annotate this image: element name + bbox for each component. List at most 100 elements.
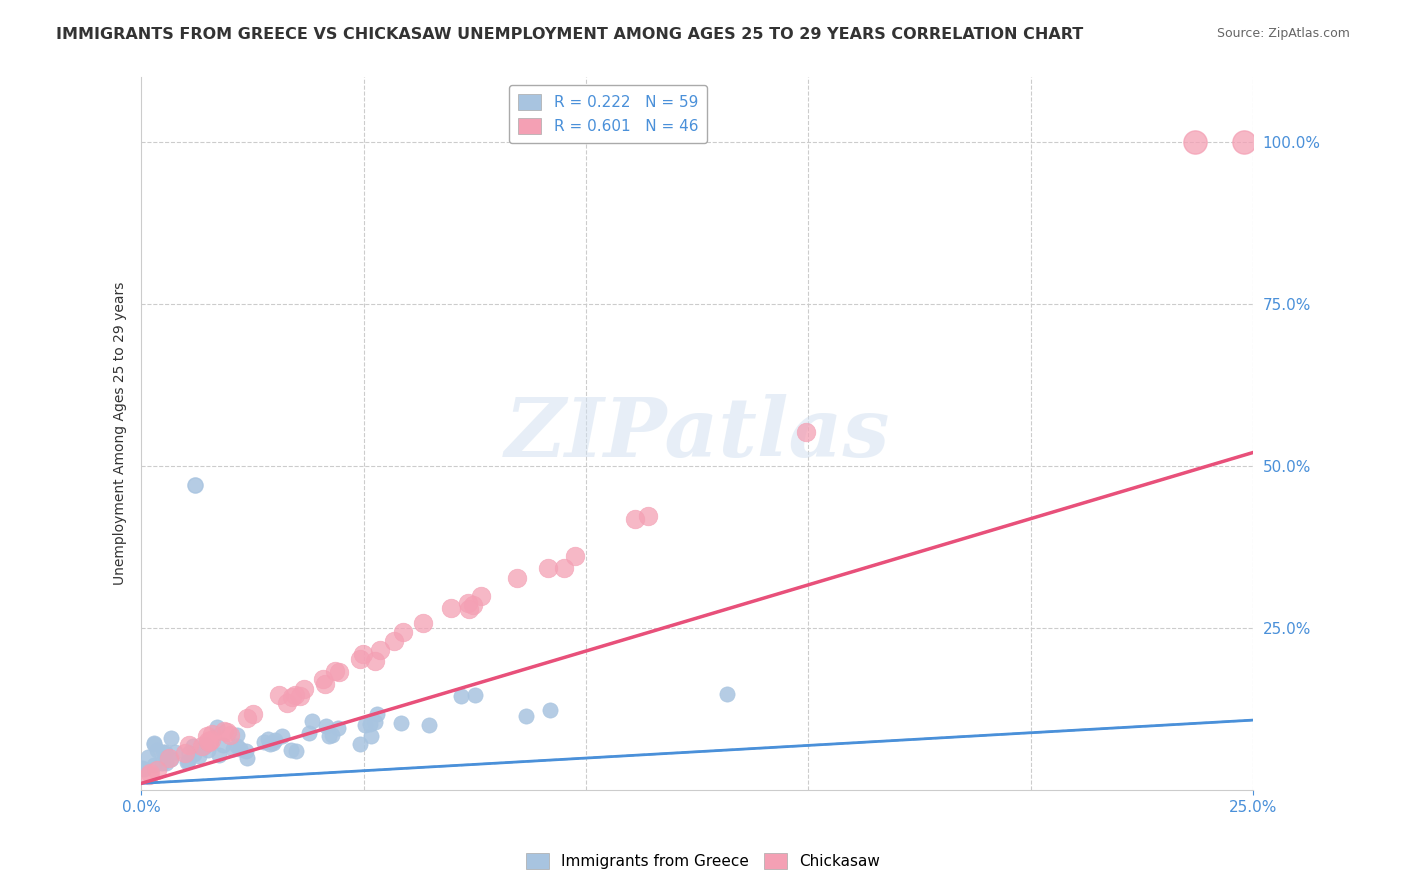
Point xyxy=(143,737,166,751)
Point xyxy=(359,716,381,731)
Point xyxy=(1233,135,1256,149)
Point xyxy=(624,512,647,526)
Point xyxy=(264,732,287,747)
Point xyxy=(259,737,281,751)
Point xyxy=(219,728,242,742)
Point xyxy=(212,724,235,739)
Point xyxy=(458,601,481,615)
Point xyxy=(146,763,169,777)
Point xyxy=(200,732,222,747)
Point xyxy=(131,761,153,775)
Text: ZIPatlas: ZIPatlas xyxy=(505,393,890,474)
Point xyxy=(450,689,472,703)
Point xyxy=(188,748,211,763)
Point xyxy=(470,589,492,603)
Point xyxy=(146,743,169,757)
Y-axis label: Unemployment Among Ages 25 to 29 years: Unemployment Among Ages 25 to 29 years xyxy=(114,282,128,585)
Point xyxy=(506,571,529,585)
Point xyxy=(174,747,197,761)
Point xyxy=(270,729,292,743)
Point xyxy=(152,745,174,759)
Point xyxy=(537,561,560,575)
Text: Source: ZipAtlas.com: Source: ZipAtlas.com xyxy=(1216,27,1350,40)
Point xyxy=(353,718,375,732)
Point xyxy=(262,736,284,750)
Point xyxy=(226,739,249,754)
Point xyxy=(236,711,259,725)
Point xyxy=(564,549,586,564)
Point xyxy=(138,765,160,780)
Point xyxy=(292,681,315,696)
Point xyxy=(290,689,312,703)
Point xyxy=(211,738,233,752)
Point xyxy=(297,726,319,740)
Legend: Immigrants from Greece, Chickasaw: Immigrants from Greece, Chickasaw xyxy=(520,847,886,875)
Point xyxy=(366,707,388,722)
Point xyxy=(464,688,486,702)
Point xyxy=(143,736,166,750)
Point xyxy=(326,721,349,735)
Point xyxy=(328,665,350,679)
Point xyxy=(283,688,305,702)
Point xyxy=(191,739,214,753)
Point xyxy=(796,425,818,439)
Point xyxy=(201,727,224,741)
Point xyxy=(637,508,659,523)
Point xyxy=(364,654,387,668)
Point xyxy=(242,706,264,721)
Point xyxy=(193,739,215,754)
Point xyxy=(208,748,231,763)
Point xyxy=(392,625,415,640)
Point xyxy=(463,598,485,612)
Point xyxy=(236,750,259,764)
Point xyxy=(457,596,479,610)
Point xyxy=(368,642,391,657)
Point xyxy=(363,714,385,729)
Point xyxy=(138,768,160,782)
Point xyxy=(418,718,440,732)
Point xyxy=(157,751,180,765)
Point xyxy=(228,742,250,756)
Point xyxy=(177,754,200,768)
Point xyxy=(142,758,165,772)
Point xyxy=(179,739,201,753)
Point xyxy=(160,731,183,745)
Point xyxy=(256,731,278,746)
Point xyxy=(360,729,382,743)
Point xyxy=(515,709,537,723)
Point xyxy=(159,752,181,766)
Text: IMMIGRANTS FROM GREECE VS CHICKASAW UNEMPLOYMENT AMONG AGES 25 TO 29 YEARS CORRE: IMMIGRANTS FROM GREECE VS CHICKASAW UNEM… xyxy=(56,27,1084,42)
Point xyxy=(197,734,219,748)
Point xyxy=(226,728,249,742)
Point xyxy=(382,633,405,648)
Point xyxy=(553,560,575,574)
Point xyxy=(440,600,463,615)
Point xyxy=(150,756,173,770)
Point xyxy=(325,665,347,679)
Point xyxy=(235,744,257,758)
Point xyxy=(321,727,343,741)
Point xyxy=(176,756,198,770)
Point xyxy=(349,652,371,666)
Point xyxy=(315,719,337,733)
Point xyxy=(222,742,245,756)
Point xyxy=(301,714,323,729)
Point xyxy=(155,745,177,759)
Point xyxy=(197,743,219,757)
Point xyxy=(207,720,229,734)
Point xyxy=(352,648,374,662)
Point xyxy=(281,690,304,704)
Point xyxy=(132,762,155,776)
Point xyxy=(389,715,412,730)
Point xyxy=(155,756,177,770)
Point xyxy=(198,735,221,749)
Point xyxy=(181,739,204,753)
Point xyxy=(177,746,200,760)
Point xyxy=(183,747,205,761)
Point xyxy=(194,738,217,752)
Point xyxy=(1184,135,1206,149)
Point xyxy=(253,734,276,748)
Point xyxy=(183,478,205,492)
Legend: R = 0.222   N = 59, R = 0.601   N = 46: R = 0.222 N = 59, R = 0.601 N = 46 xyxy=(509,85,707,143)
Point xyxy=(412,615,434,630)
